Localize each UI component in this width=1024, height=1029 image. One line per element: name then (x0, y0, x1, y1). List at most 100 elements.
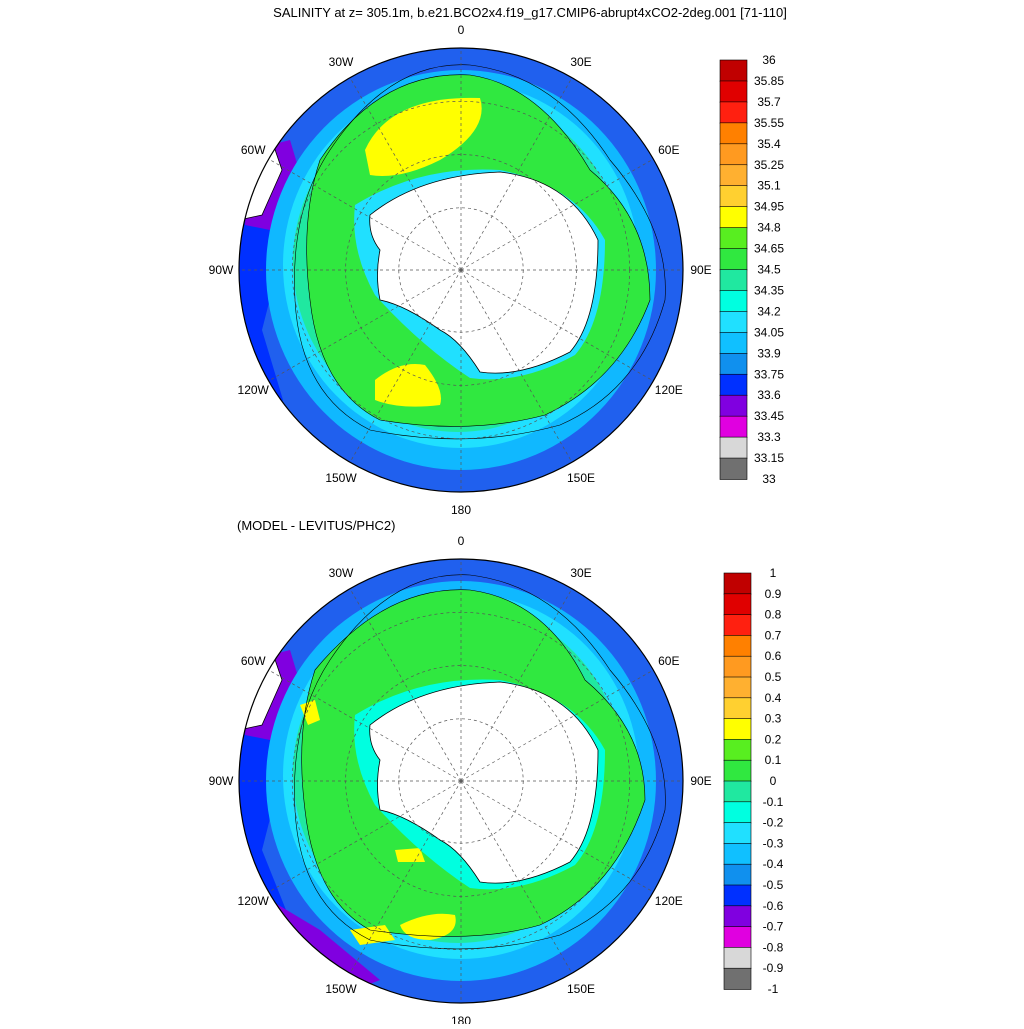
colorbar-tick-label: 0.2 (765, 732, 782, 746)
colorbar-swatch (719, 290, 748, 313)
colorbar-tick-label: 35.4 (757, 137, 781, 151)
figure-title: SALINITY at z= 305.1m, b.e21.BCO2x4.f19_… (273, 5, 787, 20)
colorbar-tick-label: 0 (770, 774, 777, 788)
colorbar-swatch (719, 101, 748, 124)
map-border (238, 558, 684, 1004)
positive-anomaly-hotspot-west (300, 700, 320, 725)
colorbar-tick-label: 33.6 (757, 388, 781, 402)
longitude-label: 120W (238, 383, 270, 397)
antarctica-coastline (369, 171, 599, 374)
longitude-label: 60E (658, 143, 679, 157)
positive-anomaly-hotspot-south-2 (400, 913, 456, 940)
colorbar-swatch (719, 206, 748, 229)
antarctica-landmass (369, 682, 598, 884)
colorbar-swatch (719, 80, 748, 103)
positive-anomaly-hotspot-ross (395, 848, 425, 862)
difference-map: 0 30E 60E 90E 120E 150E 180 150W 120W 90W 60W 30W (209, 534, 712, 1028)
longitude-label: 60W (241, 654, 266, 668)
longitude-label: 180 (451, 1014, 471, 1024)
colorbar-tick-label: 0.8 (765, 608, 782, 622)
colorbar-swatch (723, 863, 752, 886)
colorbar-tick-label: 0.7 (765, 628, 782, 642)
colorbar-tick-label: 34.35 (754, 283, 784, 297)
longitude-label: 120W (238, 894, 270, 908)
colorbar-tick-label: 1 (770, 566, 777, 580)
longitude-label: 30E (570, 55, 591, 69)
colorbar-swatch (719, 457, 748, 480)
colorbar-tick-label: 0.4 (765, 691, 782, 705)
salinity-map: 0 30E 60E 90E 120E 150E 180 150W 120W 90W 60W 30W (209, 23, 712, 517)
longitude-label: 150W (325, 471, 357, 485)
colorbar-swatch (723, 718, 752, 741)
colorbar-tick-label: -1 (768, 982, 779, 996)
colorbar-swatch (719, 143, 748, 166)
longitude-label: 120E (655, 894, 683, 908)
colorbar-tick-label: 34.95 (754, 200, 784, 214)
latitude-circle (398, 207, 524, 333)
colorbar-tick-label: 34.65 (754, 242, 784, 256)
longitude-labels: 0 30E 60E 90E 120E 150E 180 150W 120W 90W 60W 30W (209, 23, 712, 517)
colorbar-swatch (719, 332, 748, 355)
longitude-label: 30E (570, 566, 591, 580)
colorbar-swatch (723, 593, 752, 616)
longitude-label: 150W (325, 982, 357, 996)
colorbar-swatch (719, 415, 748, 438)
colorbar-swatch (719, 59, 748, 82)
latitude-circle (291, 100, 631, 440)
latitude-circle (345, 154, 577, 386)
colorbar-swatch (719, 436, 748, 459)
meridian-line (460, 158, 654, 271)
latitude-circle (291, 611, 631, 951)
colorbar-swatch (719, 269, 748, 292)
colorbar-swatch (719, 311, 748, 334)
colorbar-tick-label: -0.3 (763, 836, 784, 850)
colorbar-swatch (723, 967, 752, 990)
colorbar-swatch (719, 373, 748, 397)
colorbar-tick-label: 0.6 (765, 649, 782, 663)
colorbar-swatch (723, 947, 752, 970)
colorbar-tick-label: 35.25 (754, 158, 784, 172)
colorbar-tick-label: -0.6 (763, 899, 784, 913)
colorbar-tick-label: 33 (762, 472, 776, 486)
colorbar-tick-label: 35.55 (754, 116, 784, 130)
map-border (238, 47, 684, 493)
longitude-label: 30W (329, 566, 354, 580)
contour-line-outer (294, 574, 666, 950)
salinity-colorbar: 36 35.85 35.7 35.55 35.4 35.25 35.1 34.95 34.8 34… (719, 53, 784, 486)
colorbar-tick-label: 0.9 (765, 587, 782, 601)
colorbar-tick-label: 33.3 (757, 430, 781, 444)
colorbar-swatch (723, 822, 752, 845)
meridian-line (460, 780, 573, 974)
antarctica-landmass (369, 172, 598, 374)
meridian-line (268, 669, 462, 782)
latitude-circle (345, 665, 577, 897)
colorbar-tick-label: 33.15 (754, 451, 784, 465)
longitude-label: 0 (458, 23, 465, 37)
graticule (239, 48, 683, 492)
colorbar-tick-label: 0.5 (765, 670, 782, 684)
colorbar-tick-label: 35.85 (754, 74, 784, 88)
colorbar-tick-label: 35.1 (757, 179, 781, 193)
meridian-line (460, 77, 573, 271)
colorbar-tick-label: 33.75 (754, 367, 784, 381)
difference-colorbar: 1 0.9 0.8 0.7 0.6 0.5 0.4 0.3 0.2 0.1 0 -0.1 -0.2 -0.… (723, 566, 784, 996)
meridian-line (349, 77, 462, 271)
longitude-label: 90E (690, 774, 711, 788)
high-salinity-ross (375, 364, 441, 407)
colorbar-swatch (719, 185, 748, 208)
colorbar-tick-label: -0.4 (763, 857, 784, 871)
colorbar-swatch (719, 227, 748, 250)
colorbar-tick-label: 34.05 (754, 325, 784, 339)
colorbar-swatch (723, 905, 752, 928)
contour-line-outer (294, 64, 666, 440)
colorbar-tick-label: 0.3 (765, 712, 782, 726)
colorbar-tick-label: 34.8 (757, 221, 781, 235)
colorbar-swatch (723, 655, 752, 678)
high-salinity-weddell (365, 97, 482, 176)
longitude-label: 150E (567, 982, 595, 996)
positive-anomaly-hotspot-south-1 (350, 925, 395, 945)
colorbar-swatch (719, 248, 748, 271)
colorbar-swatch (719, 164, 748, 187)
colorbar-tick-label: 35.7 (757, 95, 781, 109)
